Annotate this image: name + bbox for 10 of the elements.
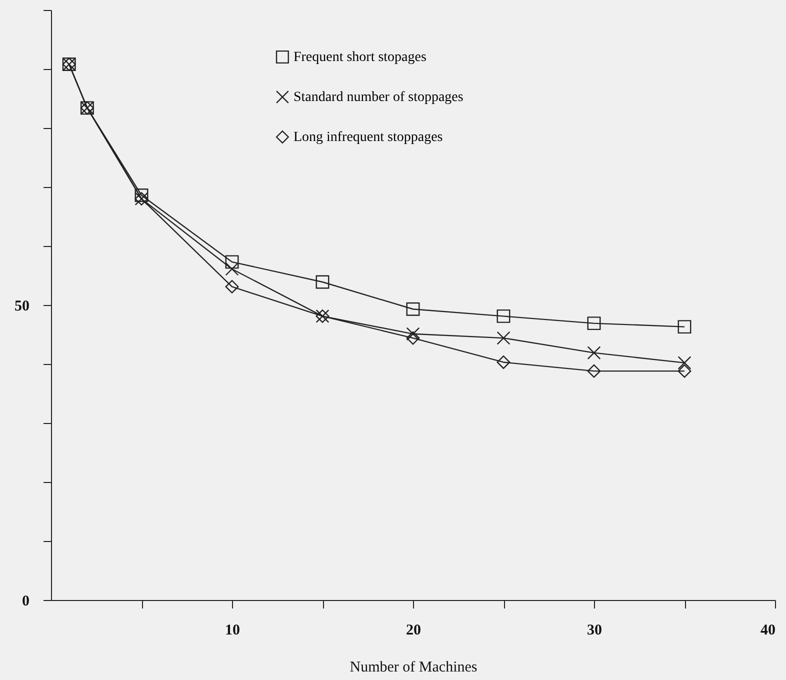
legend-label: Long infrequent stoppages (293, 130, 443, 145)
x-tick-label: 20 (406, 622, 421, 638)
legend-label: Frequent short stopages (293, 50, 426, 65)
x-tick-label: 40 (760, 622, 776, 638)
x-tick-label: 10 (225, 622, 240, 638)
y-tick-label: 0 (22, 594, 30, 610)
x-axis-title: Number of Machines (350, 660, 478, 676)
legend-label: Standard number of stoppages (293, 90, 464, 105)
y-tick-label: 50 (14, 298, 30, 314)
x-tick-label: 30 (587, 622, 602, 638)
